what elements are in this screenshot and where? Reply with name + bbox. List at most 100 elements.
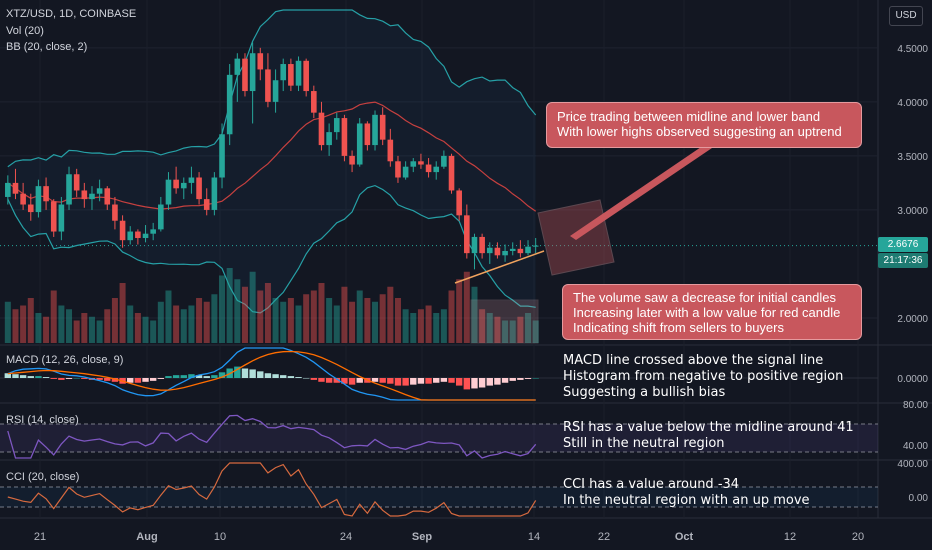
candle-body: [104, 188, 111, 205]
macd-histogram-bar: [27, 376, 34, 378]
candle-body: [326, 132, 332, 146]
candle-body: [333, 118, 340, 133]
macd-histogram-bar: [379, 378, 386, 383]
volume-annotation: The volume saw a decrease for initial ca…: [562, 284, 862, 340]
volume-bar: [241, 286, 248, 343]
candle-body: [402, 166, 409, 178]
macd-histogram-bar: [532, 378, 539, 379]
volume-bar: [264, 283, 271, 343]
macd-histogram-bar: [494, 378, 501, 385]
macd-histogram-bar: [302, 378, 310, 379]
volume-bar: [150, 320, 157, 343]
candle-body: [27, 204, 34, 213]
time-tick-label: 12: [784, 531, 796, 543]
price-tick-label: 4.0000: [897, 98, 928, 109]
macd-histogram-bar: [65, 378, 73, 379]
volume-bar: [509, 320, 516, 343]
macd-histogram-bar: [96, 378, 103, 380]
candle-body: [364, 123, 371, 146]
volume-bar: [73, 320, 80, 343]
price-annotation-line-1: Price trading between midline and lower …: [557, 109, 821, 124]
candle-body: [410, 161, 417, 167]
time-tick-label: Oct: [675, 531, 694, 543]
annotation-shapes: [454, 145, 712, 344]
macd-histogram-bar: [463, 378, 471, 390]
macd-histogram-bar: [517, 378, 524, 380]
macd-histogram-bar: [149, 378, 157, 381]
rsi-tick-label: 40.00: [903, 441, 928, 452]
volume-bar: [387, 286, 394, 343]
candle-body: [203, 199, 210, 210]
macd-histogram-bar: [241, 368, 249, 378]
macd-histogram-bar: [295, 377, 302, 378]
volume-bar: [249, 271, 256, 343]
rsi-annotation: RSI has a value below the midline around…: [563, 420, 854, 452]
volume-bar: [4, 301, 11, 343]
volume-bar: [119, 283, 126, 343]
price-tick-label: 3.5000: [897, 152, 928, 163]
candle-body: [242, 58, 248, 92]
volume-bar: [440, 309, 447, 343]
candle-body: [341, 118, 348, 156]
volume-bar: [417, 309, 424, 343]
volume-bar: [226, 268, 233, 343]
macd-histogram-bar: [287, 376, 295, 378]
candle-body: [318, 112, 325, 146]
candle-body: [211, 177, 218, 210]
volume-bar: [471, 286, 478, 343]
volume-bar: [35, 313, 42, 343]
macd-label: MACD (12, 26, close, 9): [6, 354, 124, 366]
candle-body: [89, 193, 95, 200]
candle-body: [226, 74, 233, 135]
candle-body: [66, 174, 72, 205]
macd-histogram-bar: [35, 376, 42, 378]
volume-bar: [272, 298, 279, 343]
volume-bar: [494, 316, 501, 343]
candle-body: [249, 53, 256, 92]
cci-tick-label: 0.00: [909, 493, 929, 504]
candle-body: [372, 114, 378, 146]
countdown-tag: 21:17:36: [878, 253, 928, 268]
macd-histogram-bar: [501, 378, 509, 383]
rsi-pane: [0, 414, 878, 459]
time-tick-label: 21: [34, 531, 46, 543]
bb-upper-line: [7, 9, 537, 168]
macd-histogram-bar: [165, 376, 172, 378]
bollinger-bands: [7, 9, 537, 314]
candle-body: [280, 64, 287, 81]
candle-body: [73, 174, 80, 191]
candle-body: [433, 166, 440, 173]
volume-bar: [486, 313, 493, 343]
cci-annotation-line-1: CCI has a value around -34: [563, 477, 740, 492]
macd-histogram-bar: [348, 378, 356, 385]
volume-bar: [318, 283, 325, 343]
candle-body: [127, 231, 134, 241]
volume-bar: [257, 290, 264, 343]
macd-histogram-bar: [440, 378, 448, 382]
cci-annotation-line-2: In the neutral region with an up move: [563, 493, 810, 508]
candle-body: [387, 139, 394, 162]
time-tick-label: Sep: [412, 531, 432, 543]
volume-bar: [66, 309, 73, 343]
macd-histogram-bar: [333, 378, 340, 383]
volume-bar: [196, 298, 203, 343]
bb-label: BB (20, close, 2): [6, 41, 88, 53]
macd-histogram-bar: [410, 378, 417, 385]
volume-bar: [479, 309, 486, 343]
volume-highlight-box: [470, 299, 539, 344]
volume-bar: [303, 294, 310, 343]
volume-bar: [280, 301, 287, 343]
currency-button[interactable]: USD: [889, 6, 923, 26]
macd-histogram-bar: [188, 374, 195, 378]
volume-annotation-line-2: Increasing later with a low value for re…: [573, 305, 841, 320]
macd-annotation-line-3: Suggesting a bullish bias: [563, 385, 726, 400]
macd-histogram-bar: [471, 378, 478, 389]
candle-body: [517, 248, 524, 254]
candle-body: [50, 201, 57, 232]
cci-line: [7, 462, 537, 517]
macd-histogram-bar: [478, 378, 486, 388]
candle-body: [142, 233, 149, 239]
macd-annotation-line-1: MACD line crossed above the signal line: [563, 353, 824, 368]
rsi-label: RSI (14, close): [6, 414, 79, 426]
